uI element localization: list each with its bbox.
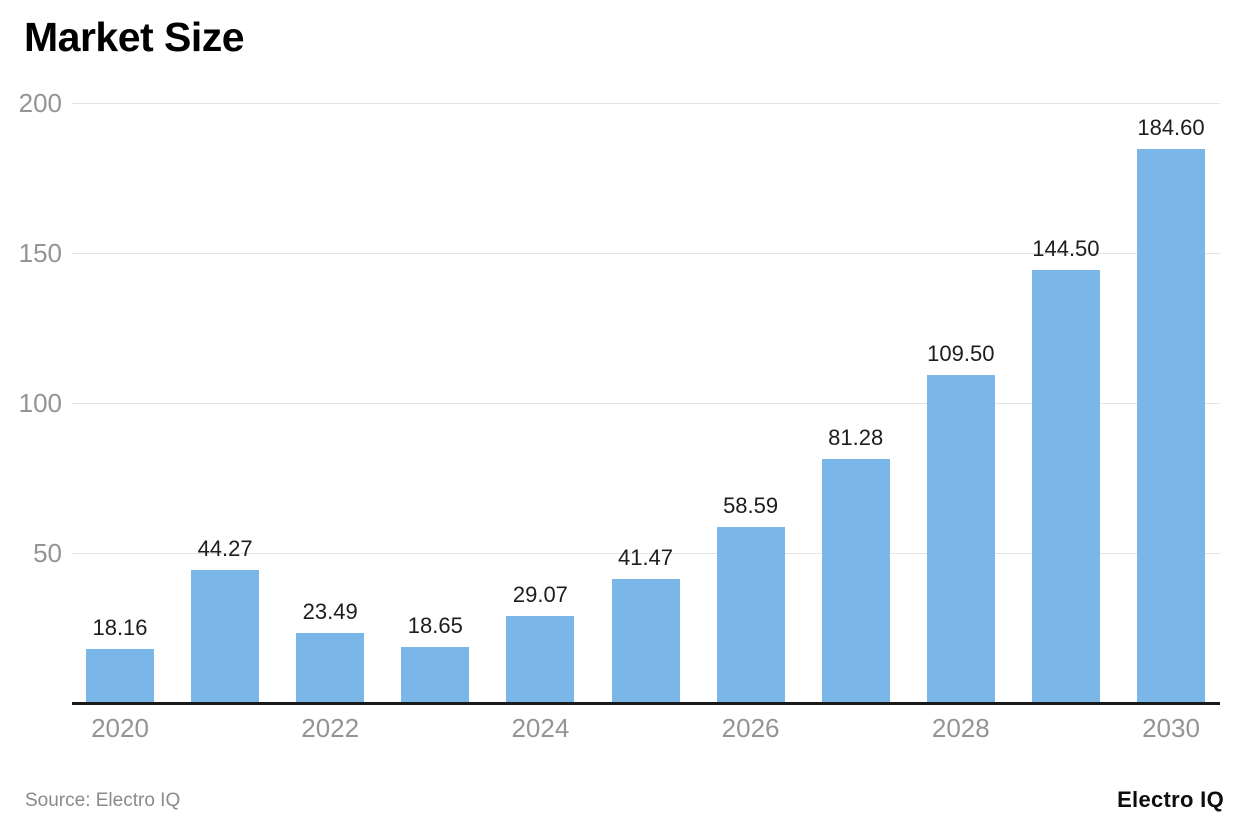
y-axis-tick-label: 50 xyxy=(33,538,62,568)
bar-2023 xyxy=(401,647,470,703)
gridline-50 xyxy=(72,553,1220,554)
bar-2022 xyxy=(296,632,365,703)
bar-2029 xyxy=(1031,269,1100,703)
y-axis-tick-label: 100 xyxy=(18,388,62,418)
gridline-200 xyxy=(72,103,1220,104)
y-axis-tick-label: 150 xyxy=(18,238,62,268)
y-axis-tick-label: 200 xyxy=(18,88,62,118)
x-axis-tick-label-2020: 2020 xyxy=(91,713,149,743)
bar-value-label-2030: 184.60 xyxy=(1137,115,1205,141)
bar-value-label-2027: 81.28 xyxy=(828,425,884,451)
bar-2030 xyxy=(1137,149,1205,703)
bar-value-label-2024: 29.07 xyxy=(512,581,568,607)
bar-value-label-2028: 109.50 xyxy=(927,340,995,366)
bar-2020 xyxy=(86,648,154,703)
bar-value-label-2029: 144.50 xyxy=(1032,235,1100,261)
x-axis-tick-label-2028: 2028 xyxy=(931,713,990,743)
bar-value-label-2023: 18.65 xyxy=(407,613,463,639)
x-axis-tick-label-2026: 2026 xyxy=(721,713,780,743)
x-axis-line xyxy=(72,701,1220,705)
bar-value-label-2025: 41.47 xyxy=(617,544,674,570)
source-note: Source: Electro IQ xyxy=(25,790,181,811)
bar-2025 xyxy=(611,578,680,703)
x-axis-tick-label-2030: 2030 xyxy=(1142,713,1200,743)
x-axis-tick-label-2022: 2022 xyxy=(301,713,360,743)
bar-value-label-2020: 18.16 xyxy=(92,614,148,640)
gridline-100 xyxy=(72,403,1220,404)
bar-value-label-2026: 58.59 xyxy=(723,493,779,519)
x-axis-tick-label-2024: 2024 xyxy=(511,713,570,743)
bar-value-label-2021: 44.27 xyxy=(197,536,253,562)
brand-logo: Electro IQ xyxy=(1117,787,1224,812)
bar-2026 xyxy=(716,527,785,703)
chart-title: Market Size xyxy=(24,14,245,60)
bar-value-label-2022: 23.49 xyxy=(302,598,358,624)
bar-2027 xyxy=(821,459,890,703)
gridline-150 xyxy=(72,253,1220,254)
bar-2024 xyxy=(506,615,575,703)
bar-2028 xyxy=(926,374,995,703)
bar-2021 xyxy=(191,570,260,703)
